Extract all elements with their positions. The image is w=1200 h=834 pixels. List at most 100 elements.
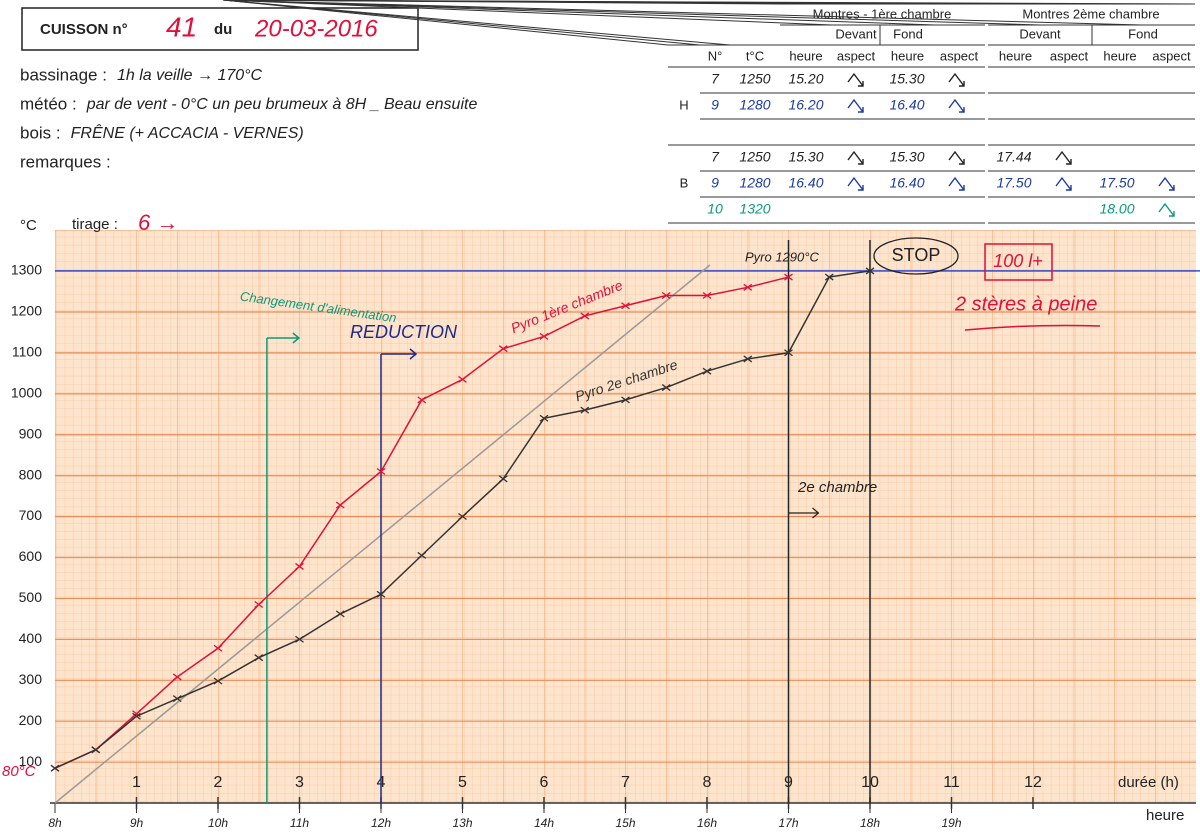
aspect-arrow <box>1055 176 1072 191</box>
data-point <box>784 273 793 281</box>
x-tick-label: 8 <box>703 774 712 791</box>
info-value: FRÊNE (+ ACCACIA - VERNES) <box>71 123 304 142</box>
column-header: aspect <box>837 48 876 63</box>
cone-number: 10 <box>707 201 723 217</box>
firing-number: 41 <box>166 11 197 42</box>
x2-axis-label: heure <box>1146 807 1184 824</box>
data-point <box>784 349 793 357</box>
column-header: heure <box>789 48 822 63</box>
x2-tick-label: 18h <box>860 816 880 830</box>
aspect-arrow <box>847 150 864 165</box>
cone-number: 9 <box>711 175 719 191</box>
table-rule <box>222 0 833 26</box>
x2-tick-label: 16h <box>697 816 717 830</box>
data-point <box>539 332 549 340</box>
aspect-arrow <box>1055 150 1072 165</box>
note: 2 stères à peine <box>954 293 1097 315</box>
data-point <box>702 291 712 300</box>
data-point <box>580 406 590 414</box>
observation-time: 16.40 <box>889 97 924 113</box>
data-point <box>621 396 630 404</box>
x-tick-label: 11 <box>943 774 960 791</box>
data-point <box>702 367 712 375</box>
annotation: REDUCTION <box>350 322 458 342</box>
tirage-label: tirage : <box>72 216 118 233</box>
table-rule <box>222 0 936 26</box>
data-point <box>213 644 223 652</box>
cone-temp: 1320 <box>739 201 770 217</box>
note: Pyro 1290°C <box>745 249 819 264</box>
y-tick-label: 1200 <box>11 303 42 319</box>
annotation-arrow <box>788 507 820 519</box>
data-point <box>132 712 141 720</box>
data-point <box>458 512 467 521</box>
data-point <box>91 746 101 754</box>
y-tick-label: 600 <box>19 548 43 564</box>
data-point <box>213 677 223 685</box>
x2-tick-label: 15h <box>615 816 635 830</box>
title-label: CUISSON n° <box>40 21 128 38</box>
position-header: Fond <box>1128 26 1158 41</box>
x-tick-label: 12 <box>1024 774 1042 791</box>
column-header: heure <box>999 48 1032 63</box>
x2-tick-label: 17h <box>778 816 798 830</box>
data-point <box>376 467 386 475</box>
column-header: heure <box>1103 48 1136 63</box>
group-header: Montres - 1ère chambre <box>813 6 952 21</box>
cone-temp: 1250 <box>739 71 770 87</box>
data-point <box>295 635 304 643</box>
column-header: aspect <box>1152 48 1191 63</box>
cone-temp: 1280 <box>739 97 770 113</box>
cone-temp: 1280 <box>739 175 770 191</box>
data-point <box>50 764 60 772</box>
cone-number: 9 <box>711 97 719 113</box>
aspect-arrow <box>1158 176 1175 191</box>
data-point <box>417 396 427 404</box>
data-point <box>172 695 182 703</box>
observation-time: 15.20 <box>788 71 823 87</box>
x-tick-label: 5 <box>458 774 467 791</box>
aspect-arrow <box>847 72 864 87</box>
data-point <box>539 414 549 422</box>
data-point <box>743 355 753 363</box>
data-point <box>172 673 182 681</box>
data-point <box>661 291 671 300</box>
x2-tick-label: 19h <box>941 816 961 830</box>
y-tick-label: 500 <box>19 589 43 605</box>
date-label: du <box>214 21 232 38</box>
stop-circle <box>873 237 959 275</box>
aspect-arrow <box>948 176 965 191</box>
table-rule <box>222 0 669 46</box>
cone-number: 7 <box>711 149 720 165</box>
table: Montres - 1ère chambre Montres 2ème chamb… <box>222 0 1196 224</box>
data-point <box>498 475 508 483</box>
section-label: B <box>680 175 689 190</box>
underline <box>964 324 1101 331</box>
y-tick-label: 1000 <box>11 384 42 400</box>
x-tick-label: 7 <box>621 774 630 791</box>
info-label: météo : <box>20 94 77 113</box>
observation-time: 16.20 <box>788 97 823 113</box>
x-tick-label: 1 <box>132 774 141 791</box>
data-point <box>417 551 427 559</box>
title-box <box>21 7 419 51</box>
info-label: bois : <box>20 123 61 142</box>
data-point <box>376 590 386 598</box>
start-label: 80°C <box>2 763 36 780</box>
position-header: Devant <box>1019 26 1061 41</box>
data-point <box>254 654 264 662</box>
x2-tick-label: 12h <box>371 816 391 830</box>
x2-tick-label: 8h <box>48 816 62 830</box>
aspect-arrow <box>847 98 864 113</box>
data-point <box>254 600 264 609</box>
note: 100 l+ <box>993 251 1043 271</box>
x-tick-label: 2 <box>214 774 223 791</box>
table-rule <box>222 0 1143 26</box>
data-point <box>824 273 834 281</box>
cone-temp: 1250 <box>739 149 770 165</box>
column-header: aspect <box>1050 48 1089 63</box>
annotation-arrow <box>381 348 418 360</box>
annotation: STOP <box>892 245 941 265</box>
data-point <box>743 283 753 291</box>
